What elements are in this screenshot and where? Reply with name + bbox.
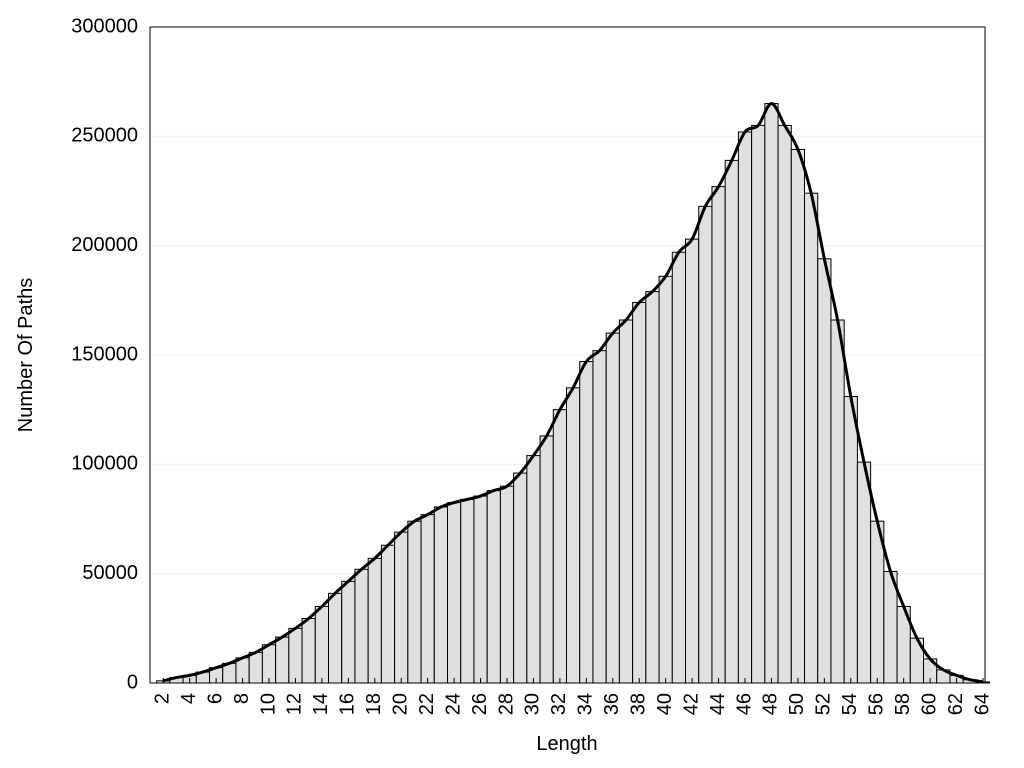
bar (804, 192, 819, 684)
y-tick-label: 250000 (71, 125, 138, 147)
x-tick-label: 28 (495, 693, 517, 715)
x-tick-label: 52 (813, 693, 835, 715)
bar (566, 387, 581, 684)
bar (592, 350, 607, 684)
bar (354, 568, 369, 684)
bar (751, 124, 766, 684)
smooth-line (162, 102, 984, 684)
bar (817, 258, 832, 684)
plot-frame (149, 26, 986, 684)
x-tick-label: 42 (680, 693, 702, 715)
bar (407, 520, 422, 684)
bar (698, 205, 713, 684)
x-tick-label: 56 (866, 693, 888, 715)
x-tick-label: 54 (839, 693, 861, 715)
x-tick-label: 12 (284, 693, 306, 715)
bar (460, 498, 475, 684)
bars (156, 103, 991, 684)
x-tick-label: 4 (178, 693, 200, 704)
bar (671, 251, 687, 684)
bar (658, 275, 673, 684)
bar (288, 627, 303, 684)
bar (248, 651, 263, 684)
bar (790, 148, 806, 684)
bar (394, 531, 409, 684)
x-tick-label: 60 (918, 693, 940, 715)
x-tick-label: 2 (152, 693, 174, 704)
bar (526, 455, 541, 684)
x-tick-label: 50 (786, 693, 808, 715)
bar (499, 485, 515, 684)
x-tick-label: 26 (469, 693, 491, 715)
bar (275, 636, 290, 684)
bar (632, 302, 647, 684)
bar (380, 544, 396, 684)
x-tick-label: 34 (575, 693, 597, 715)
bar (645, 291, 660, 684)
bar (420, 514, 435, 684)
x-tick-label: 30 (522, 693, 544, 715)
x-tick-label: 44 (707, 693, 729, 715)
bar (843, 396, 858, 684)
y-tick-label: 150000 (71, 343, 138, 365)
x-tick-label: 16 (337, 693, 359, 715)
bar (737, 131, 753, 684)
bar (764, 103, 779, 684)
bar (605, 332, 620, 684)
x-tick-label: 64 (971, 693, 993, 715)
y-tick-label: 100000 (71, 453, 138, 475)
y-axis-label: Number Of Paths (15, 278, 37, 433)
x-tick-label: 62 (945, 693, 967, 715)
x-tick-label: 48 (760, 693, 782, 715)
x-tick-label: 22 (416, 693, 438, 715)
x-tick-label: 18 (363, 693, 385, 715)
bar (724, 159, 739, 684)
x-tick-label: 40 (654, 693, 676, 715)
x-axis-label: Length (536, 733, 597, 755)
bar (486, 490, 501, 684)
y-tick-label: 200000 (71, 234, 138, 256)
bar (777, 124, 792, 684)
bar (328, 592, 343, 684)
x-tick-label: 14 (310, 693, 332, 715)
bar (711, 186, 726, 684)
bar (341, 580, 356, 684)
bar (513, 472, 528, 684)
bar (473, 495, 488, 684)
bar (830, 319, 845, 684)
bar (539, 435, 554, 684)
x-tick-label: 24 (442, 693, 464, 715)
x-tick-label: 58 (892, 693, 914, 715)
y-tick-label: 50000 (82, 562, 138, 584)
y-tick-label: 0 (127, 671, 138, 693)
bar (552, 409, 568, 684)
x-tick-label: 46 (733, 693, 755, 715)
bar (856, 461, 872, 684)
bar (685, 238, 700, 684)
bar (447, 502, 462, 684)
x-tick-label: 20 (390, 693, 412, 715)
bar (433, 506, 449, 684)
bar (579, 361, 594, 684)
x-tick-label: 8 (231, 693, 253, 704)
x-tick-label: 32 (548, 693, 570, 715)
x-tick-label: 36 (601, 693, 623, 715)
x-tick-label: 38 (628, 693, 650, 715)
bar (618, 319, 634, 684)
bar (314, 605, 330, 684)
x-tick-label: 10 (257, 693, 279, 715)
bar (367, 557, 382, 684)
bar (261, 644, 277, 684)
x-tick-label: 6 (204, 693, 226, 704)
y-tick-label: 300000 (71, 15, 138, 37)
bar (301, 617, 316, 684)
lines (162, 102, 984, 684)
